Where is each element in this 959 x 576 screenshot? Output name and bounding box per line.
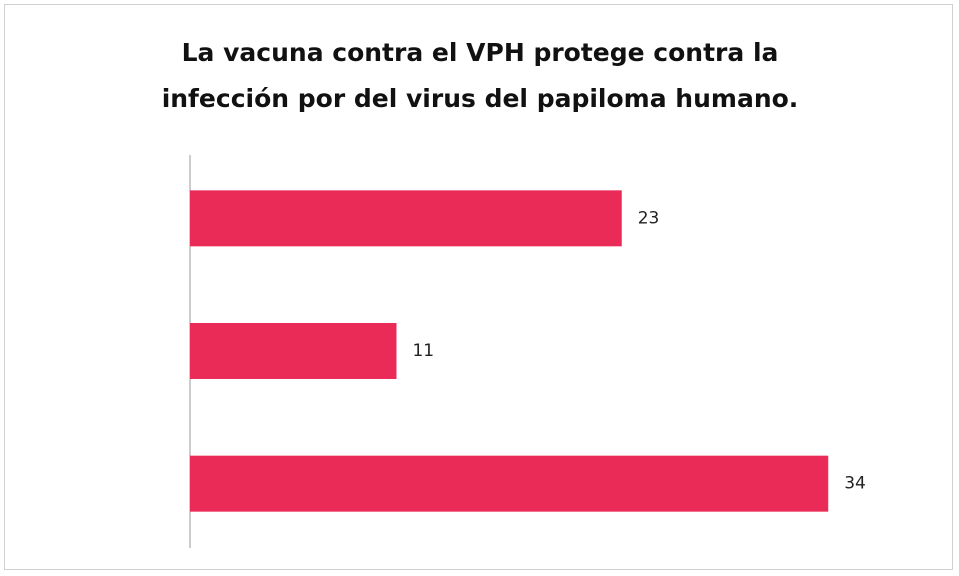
bar bbox=[190, 455, 829, 512]
bar bbox=[190, 323, 397, 379]
bar bbox=[190, 190, 622, 247]
chart-frame bbox=[4, 4, 953, 570]
data-label: 11 bbox=[412, 341, 434, 361]
chart-title: La vacuna contra el VPH protege contra l… bbox=[161, 38, 799, 113]
data-label: 34 bbox=[844, 474, 866, 494]
data-label: 23 bbox=[638, 208, 660, 228]
